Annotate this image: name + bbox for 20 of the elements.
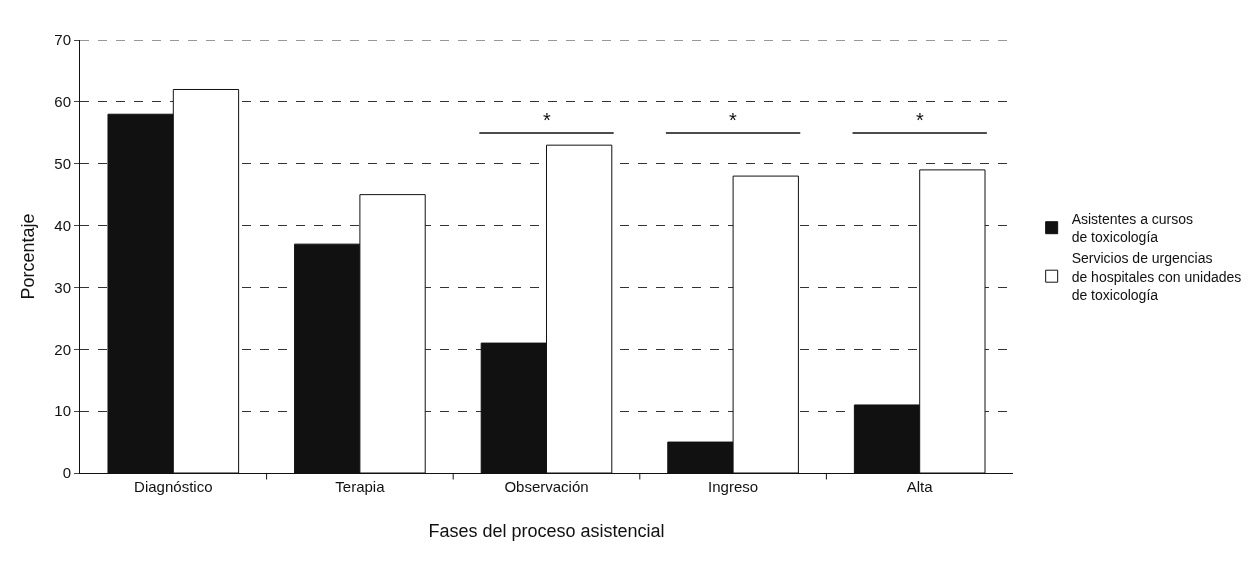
y-tick-label: 50 bbox=[54, 154, 71, 172]
x-tick-label: Terapia bbox=[335, 478, 386, 495]
x-tick-label: Alta bbox=[906, 478, 934, 495]
annotation: * bbox=[543, 109, 551, 131]
y-tick-label: 0 bbox=[62, 464, 71, 482]
y-tick-label: 20 bbox=[54, 340, 71, 358]
y-tick-label: 40 bbox=[54, 216, 71, 234]
x-tick-label: Diagnóstico bbox=[134, 478, 213, 495]
legend-label: Servicios de urgencias de hospitales con unidades de toxicología bbox=[1071, 250, 1242, 303]
y-tick-label: 70 bbox=[54, 31, 71, 49]
annotation: * bbox=[729, 109, 737, 131]
x-tick-label: Ingreso bbox=[708, 478, 759, 495]
y-axis-title: Porcentaje bbox=[18, 213, 38, 300]
x-tick-label: Observación bbox=[504, 478, 589, 495]
annotation: * bbox=[916, 109, 924, 131]
y-tick-label: 30 bbox=[54, 278, 71, 296]
y-tick-label: 60 bbox=[54, 93, 71, 111]
legend-label: Asistentes a cursos de toxicología bbox=[1071, 211, 1194, 246]
y-tick-label: 10 bbox=[54, 402, 71, 420]
x-axis-title: Fases del proceso asistencial bbox=[428, 521, 665, 542]
